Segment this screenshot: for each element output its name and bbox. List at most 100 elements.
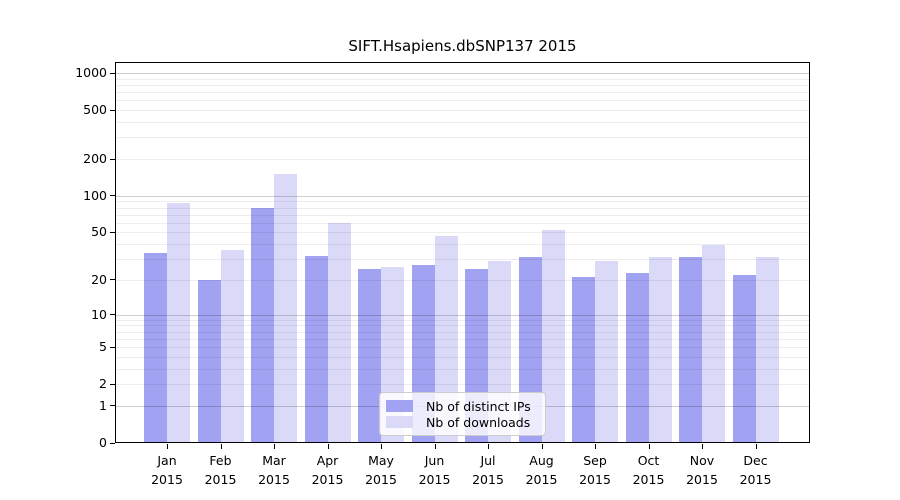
x-label-apr: Apr 2015 [311, 453, 344, 487]
y-tick-1000 [110, 72, 115, 74]
y-label-0: 0 [99, 435, 107, 450]
x-label-jan: Jan 2015 [151, 453, 183, 487]
x-tick-may [381, 444, 382, 449]
y-label-1000: 1000 [75, 65, 107, 81]
bar-downloads-jan [167, 203, 190, 443]
bar-downloads-sep [595, 261, 618, 443]
y-tick-5 [110, 346, 115, 348]
x-tick-mar [274, 444, 275, 449]
x-tick-aug [541, 444, 543, 449]
gridline-minor-800 [116, 85, 809, 86]
y-label-200: 200 [83, 151, 107, 167]
bar-distinct-ips-oct [625, 273, 649, 443]
y-tick-500 [110, 109, 115, 111]
gridline-minor-600 [116, 100, 809, 102]
legend-label-distinct-ips: Nb of distinct IPs [426, 398, 531, 414]
x-label-may: May 2015 [365, 453, 397, 487]
legend-item-downloads: Nb of downloads [386, 414, 537, 430]
gridline-minor-60 [116, 222, 809, 224]
y-label-2: 2 [99, 376, 107, 392]
gridline-minor-20 [116, 279, 809, 281]
x-tick-nov [702, 444, 703, 449]
legend-swatch-downloads [386, 416, 413, 428]
y-tick-1 [110, 405, 115, 407]
x-tick-dec [755, 444, 757, 449]
gridline-minor-700 [116, 92, 809, 94]
x-label-jun: Jun 2015 [418, 453, 451, 487]
gridline-minor-300 [116, 137, 809, 139]
gridline-minor-50 [116, 232, 809, 234]
bar-downloads-nov [702, 245, 725, 443]
bar-downloads-feb [220, 250, 244, 443]
gridline-minor-200 [116, 159, 809, 161]
y-label-1: 1 [99, 397, 107, 413]
x-label-sep: Sep 2015 [579, 453, 611, 487]
legend-swatch-distinct-ips [386, 400, 413, 412]
y-tick-200 [110, 158, 115, 160]
x-label-aug: Aug 2015 [525, 453, 558, 487]
bar-downloads-jun [434, 236, 458, 443]
gridline-minor-40 [116, 244, 809, 246]
y-label-10: 10 [91, 306, 107, 322]
gridline-minor-80 [116, 207, 809, 209]
gridline-major-10 [116, 314, 809, 316]
gridline-minor-7 [116, 331, 809, 333]
bar-distinct-ips-may [358, 269, 381, 443]
bar-downloads-aug [541, 230, 565, 443]
x-tick-feb [220, 444, 222, 449]
gridline-minor-400 [116, 122, 809, 124]
y-tick-100 [110, 195, 115, 197]
gridline-minor-3 [116, 368, 809, 370]
bar-distinct-ips-nov [679, 257, 702, 443]
y-label-500: 500 [83, 102, 107, 118]
legend: Nb of distinct IPs Nb of downloads [379, 392, 546, 436]
gridline-minor-9 [116, 319, 809, 321]
x-tick-sep [595, 444, 596, 449]
x-tick-jun [434, 444, 436, 449]
gridline-minor-6 [116, 338, 809, 340]
x-tick-oct [648, 444, 650, 449]
x-tick-jan [167, 444, 168, 449]
y-tick-0 [110, 442, 115, 444]
gridline-minor-5 [116, 347, 809, 349]
bar-distinct-ips-feb [197, 280, 221, 443]
bar-distinct-ips-sep [572, 277, 595, 443]
bar-distinct-ips-mar [251, 208, 274, 443]
bar-downloads-oct [648, 257, 672, 443]
bar-downloads-apr [327, 223, 351, 443]
x-tick-apr [327, 444, 329, 449]
bar-downloads-dec [755, 257, 779, 443]
y-label-50: 50 [91, 224, 107, 240]
x-tick-jul [488, 444, 489, 449]
gridline-minor-4 [116, 356, 809, 358]
y-tick-20 [110, 279, 115, 281]
x-label-feb: Feb 2015 [204, 453, 237, 487]
gridline-minor-70 [116, 214, 809, 216]
bar-distinct-ips-dec [732, 275, 756, 443]
bar-downloads-mar [274, 174, 297, 443]
y-label-20: 20 [91, 271, 107, 287]
gridline-minor-2 [116, 384, 809, 386]
gridline-minor-8 [116, 325, 809, 327]
y-tick-10 [110, 314, 115, 316]
gridline-major-100 [116, 195, 809, 197]
x-label-mar: Mar 2015 [258, 453, 290, 487]
bar-distinct-ips-apr [304, 256, 328, 443]
chart-title: SIFT.Hsapiens.dbSNP137 2015 [348, 37, 577, 55]
y-tick-2 [110, 383, 115, 385]
gridline-minor-500 [116, 110, 809, 112]
gridline-minor-90 [116, 201, 809, 203]
y-tick-50 [110, 231, 115, 233]
bar-distinct-ips-jan [144, 253, 167, 443]
y-label-5: 5 [99, 339, 107, 355]
legend-item-distinct-ips: Nb of distinct IPs [386, 398, 537, 414]
x-label-nov: Nov 2015 [686, 453, 718, 487]
x-label-jul: Jul 2015 [472, 453, 504, 487]
legend-label-downloads: Nb of downloads [426, 414, 531, 430]
x-label-oct: Oct 2015 [632, 453, 665, 487]
gridline-minor-30 [116, 259, 809, 261]
gridline-major-1000 [116, 73, 809, 75]
x-label-dec: Dec 2015 [739, 453, 772, 487]
y-label-100: 100 [83, 187, 107, 203]
